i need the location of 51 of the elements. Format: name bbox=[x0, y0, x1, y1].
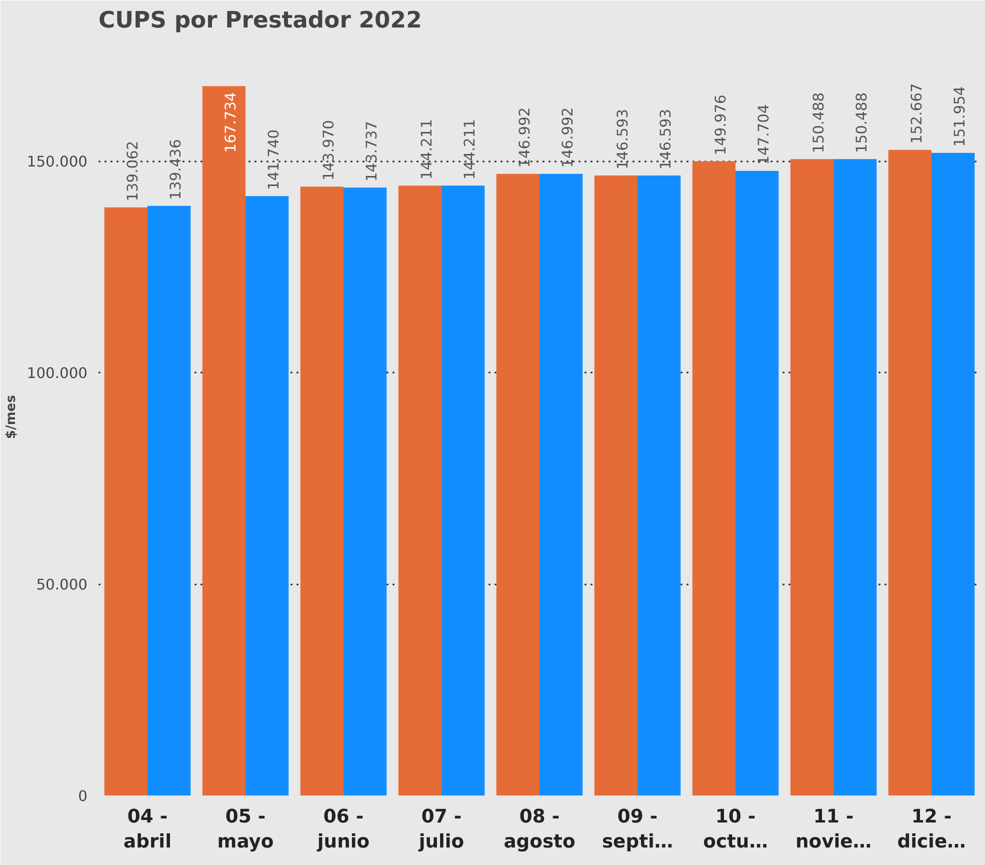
data-label: 146.992 bbox=[516, 107, 534, 168]
y-tick-label: 150.000 bbox=[26, 154, 88, 171]
data-label: 143.970 bbox=[320, 120, 338, 181]
bar bbox=[398, 186, 442, 796]
bar bbox=[736, 170, 779, 796]
bar bbox=[300, 186, 344, 796]
bar bbox=[344, 188, 387, 796]
data-label: 147.704 bbox=[756, 104, 773, 165]
bar bbox=[442, 186, 485, 796]
bar bbox=[638, 176, 681, 796]
data-label: 139.062 bbox=[124, 140, 142, 202]
x-tick-label: 06 - junio bbox=[316, 806, 370, 853]
bar bbox=[790, 159, 834, 796]
y-tick-label: 0 bbox=[78, 788, 88, 805]
data-label: 143.737 bbox=[364, 121, 381, 182]
data-label: 152.667 bbox=[908, 83, 926, 144]
y-tick-label: 100.000 bbox=[26, 365, 88, 382]
data-label: 144.211 bbox=[462, 119, 479, 180]
data-label: 150.488 bbox=[854, 92, 871, 154]
bar bbox=[104, 207, 148, 796]
data-label: 167.734 bbox=[222, 92, 240, 153]
x-tick-label: 07 - julio bbox=[418, 806, 464, 853]
bar bbox=[692, 161, 736, 796]
data-label: 150.488 bbox=[810, 92, 828, 154]
y-tick-label: 50.000 bbox=[36, 576, 88, 594]
x-tick-label: 04 - abril bbox=[124, 806, 172, 853]
bar bbox=[496, 174, 540, 796]
bar bbox=[540, 174, 583, 796]
x-tick-label: 09 - septi… bbox=[602, 806, 674, 853]
bar bbox=[246, 196, 289, 796]
data-label: 151.954 bbox=[952, 86, 969, 147]
x-tick-label: 11 - novie… bbox=[796, 806, 872, 853]
x-tick-label: 10 - octu… bbox=[703, 806, 768, 853]
x-tick-label: 08 - agosto bbox=[504, 806, 576, 853]
bar bbox=[202, 86, 246, 796]
bar bbox=[834, 159, 877, 796]
data-label: 146.593 bbox=[658, 108, 675, 170]
data-label: 146.593 bbox=[614, 108, 632, 170]
data-label: 141.740 bbox=[266, 129, 283, 190]
bar bbox=[148, 206, 191, 796]
data-label: 149.976 bbox=[712, 94, 730, 156]
data-label: 146.992 bbox=[560, 107, 577, 168]
y-axis-title: $/mes bbox=[4, 394, 19, 439]
x-tick-label: 05 - mayo bbox=[217, 806, 274, 853]
bar bbox=[594, 176, 638, 796]
data-label: 139.436 bbox=[168, 139, 185, 200]
bar bbox=[932, 152, 975, 796]
chart-title: CUPS por Prestador 2022 bbox=[98, 8, 422, 34]
data-label: 144.211 bbox=[418, 119, 436, 180]
x-tick-label: 12 - dicie… bbox=[897, 806, 966, 853]
bar bbox=[888, 150, 932, 796]
